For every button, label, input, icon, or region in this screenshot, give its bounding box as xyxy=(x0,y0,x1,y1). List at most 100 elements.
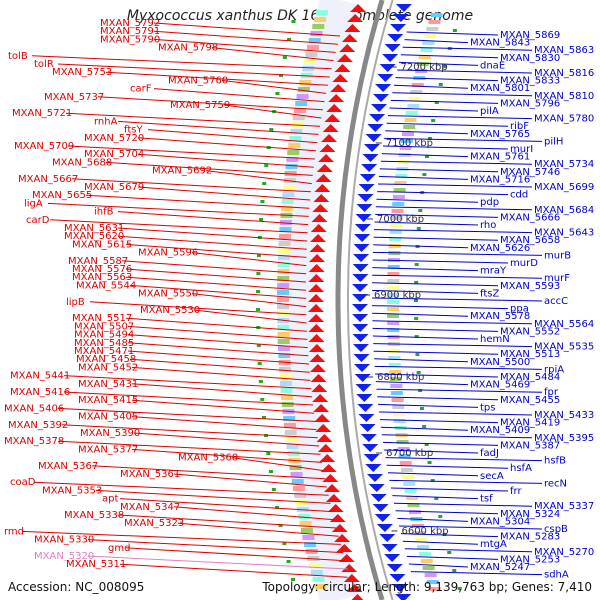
reverse-gene-arrow xyxy=(359,424,376,432)
cog-feature-bar xyxy=(277,297,290,302)
right-gene-label: MXAN_5513 xyxy=(500,349,560,360)
reverse-gene-arrow xyxy=(395,4,412,12)
reverse-gene-arrow xyxy=(381,544,398,552)
left-connector-line xyxy=(129,358,310,373)
left-gene-label: tolR xyxy=(34,59,54,70)
left-gene-label: rmd xyxy=(4,526,24,537)
cog-feature-bar xyxy=(399,146,412,150)
right-connector-line xyxy=(382,441,499,446)
reverse-gene-arrow xyxy=(367,124,384,132)
cog-feature-bar xyxy=(297,87,310,92)
cog-feature-bar xyxy=(283,185,296,190)
right-connector-line xyxy=(372,274,543,279)
right-gene-label: MXAN_5593 xyxy=(500,281,560,292)
left-gene-label: MXAN_5587 xyxy=(68,256,128,267)
forward-gene-arrow xyxy=(314,414,331,422)
forward-gene-arrow xyxy=(309,354,326,362)
right-connector-line xyxy=(374,365,543,370)
right-gene-label: MXAN_5552 xyxy=(500,326,560,337)
gc-marker xyxy=(278,74,283,77)
left-connector-line xyxy=(147,129,318,144)
left-gene-label: MXAN_5323 xyxy=(124,518,184,529)
cog-feature-bar xyxy=(410,90,423,94)
cog-feature-bar xyxy=(398,454,411,458)
forward-gene-arrow xyxy=(346,584,363,592)
left-connector-line xyxy=(131,366,311,381)
kbp-marker-label: 6700 kbp xyxy=(386,448,433,459)
left-connector-line xyxy=(119,563,348,578)
left-connector-line xyxy=(131,448,322,463)
right-gene-label: pilH xyxy=(544,136,563,147)
cog-feature-bar xyxy=(420,559,433,563)
forward-gene-arrow xyxy=(344,24,361,32)
right-gene-label: MXAN_5780 xyxy=(534,114,594,125)
left-connector-line xyxy=(31,55,332,70)
left-connector-line xyxy=(21,530,341,545)
cog-feature-bar xyxy=(277,255,290,260)
right-gene-label: recN xyxy=(544,478,567,489)
right-connector-line xyxy=(379,419,499,424)
cog-feature-bar xyxy=(394,181,407,185)
gc-marker xyxy=(290,578,295,581)
reverse-gene-arrow xyxy=(355,214,372,222)
left-gene-label: MXAN_5709 xyxy=(14,141,74,152)
cog-feature-bar xyxy=(402,475,415,479)
right-connector-line xyxy=(386,122,509,127)
left-connector-line xyxy=(87,539,344,554)
cog-feature-bar xyxy=(424,573,437,577)
cog-feature-bar xyxy=(277,332,290,337)
cog-feature-bar xyxy=(392,202,405,206)
cog-feature-bar xyxy=(278,241,291,246)
right-connector-line xyxy=(372,259,509,264)
cog-feature-bar xyxy=(283,416,296,421)
left-gene-label: MXAN_5471 xyxy=(74,346,134,357)
reverse-gene-arrow xyxy=(354,364,371,372)
cog-feature-bar xyxy=(286,157,299,162)
left-gene-label: MXAN_5544 xyxy=(76,280,136,291)
forward-gene-arrow xyxy=(308,284,325,292)
right-gene-label: tps xyxy=(480,402,495,413)
right-gene-label: murI xyxy=(510,144,533,155)
reverse-gene-arrow xyxy=(363,454,380,462)
genome-backbone xyxy=(335,0,385,600)
left-connector-line xyxy=(121,260,307,275)
right-gene-label: pdp xyxy=(480,197,499,208)
right-connector-line xyxy=(385,457,543,462)
right-gene-label: MXAN_5666 xyxy=(500,212,560,223)
right-gene-label: hsfA xyxy=(510,463,532,474)
forward-gene-arrow xyxy=(322,124,339,132)
left-gene-label: MXAN_5441 xyxy=(10,371,70,382)
right-gene-label: accC xyxy=(544,296,568,307)
right-connector-line xyxy=(375,373,499,378)
forward-gene-arrow xyxy=(321,134,338,142)
reverse-gene-arrow xyxy=(379,64,396,72)
right-gene-label: secA xyxy=(480,471,504,482)
reverse-gene-arrow xyxy=(384,44,401,52)
reverse-gene-arrow xyxy=(387,34,404,42)
left-gene-label: MXAN_5452 xyxy=(78,362,138,373)
cog-feature-bar xyxy=(314,17,327,22)
cog-feature-bar xyxy=(415,538,428,542)
left-gene-label: MXAN_5378 xyxy=(4,436,64,447)
right-gene-label: tsf xyxy=(480,494,493,505)
reverse-gene-arrow xyxy=(372,504,389,512)
reverse-gene-arrow xyxy=(354,374,371,382)
left-gene-label: MXAN_5311 xyxy=(66,559,126,570)
right-connector-line xyxy=(376,388,543,393)
right-gene-label: rpiA xyxy=(544,364,564,375)
right-gene-label: MXAN_5626 xyxy=(470,243,530,254)
left-gene-label: MXAN_5792 xyxy=(100,18,160,29)
gc-marker xyxy=(422,425,427,428)
forward-gene-arrow xyxy=(324,484,341,492)
cog-feature-bar xyxy=(388,356,401,360)
left-connector-line xyxy=(117,227,308,242)
reverse-gene-arrow xyxy=(392,584,409,592)
reverse-gene-arrow xyxy=(356,394,373,402)
right-gene-label: MXAN_5796 xyxy=(500,98,560,109)
cog-feature-bar xyxy=(413,531,426,535)
right-connector-line xyxy=(371,289,479,294)
right-gene-label: MXAN_5484 xyxy=(500,372,560,383)
gc-marker xyxy=(275,506,280,509)
left-gene-label: MXAN_5615 xyxy=(72,239,132,250)
gc-marker xyxy=(416,227,421,230)
